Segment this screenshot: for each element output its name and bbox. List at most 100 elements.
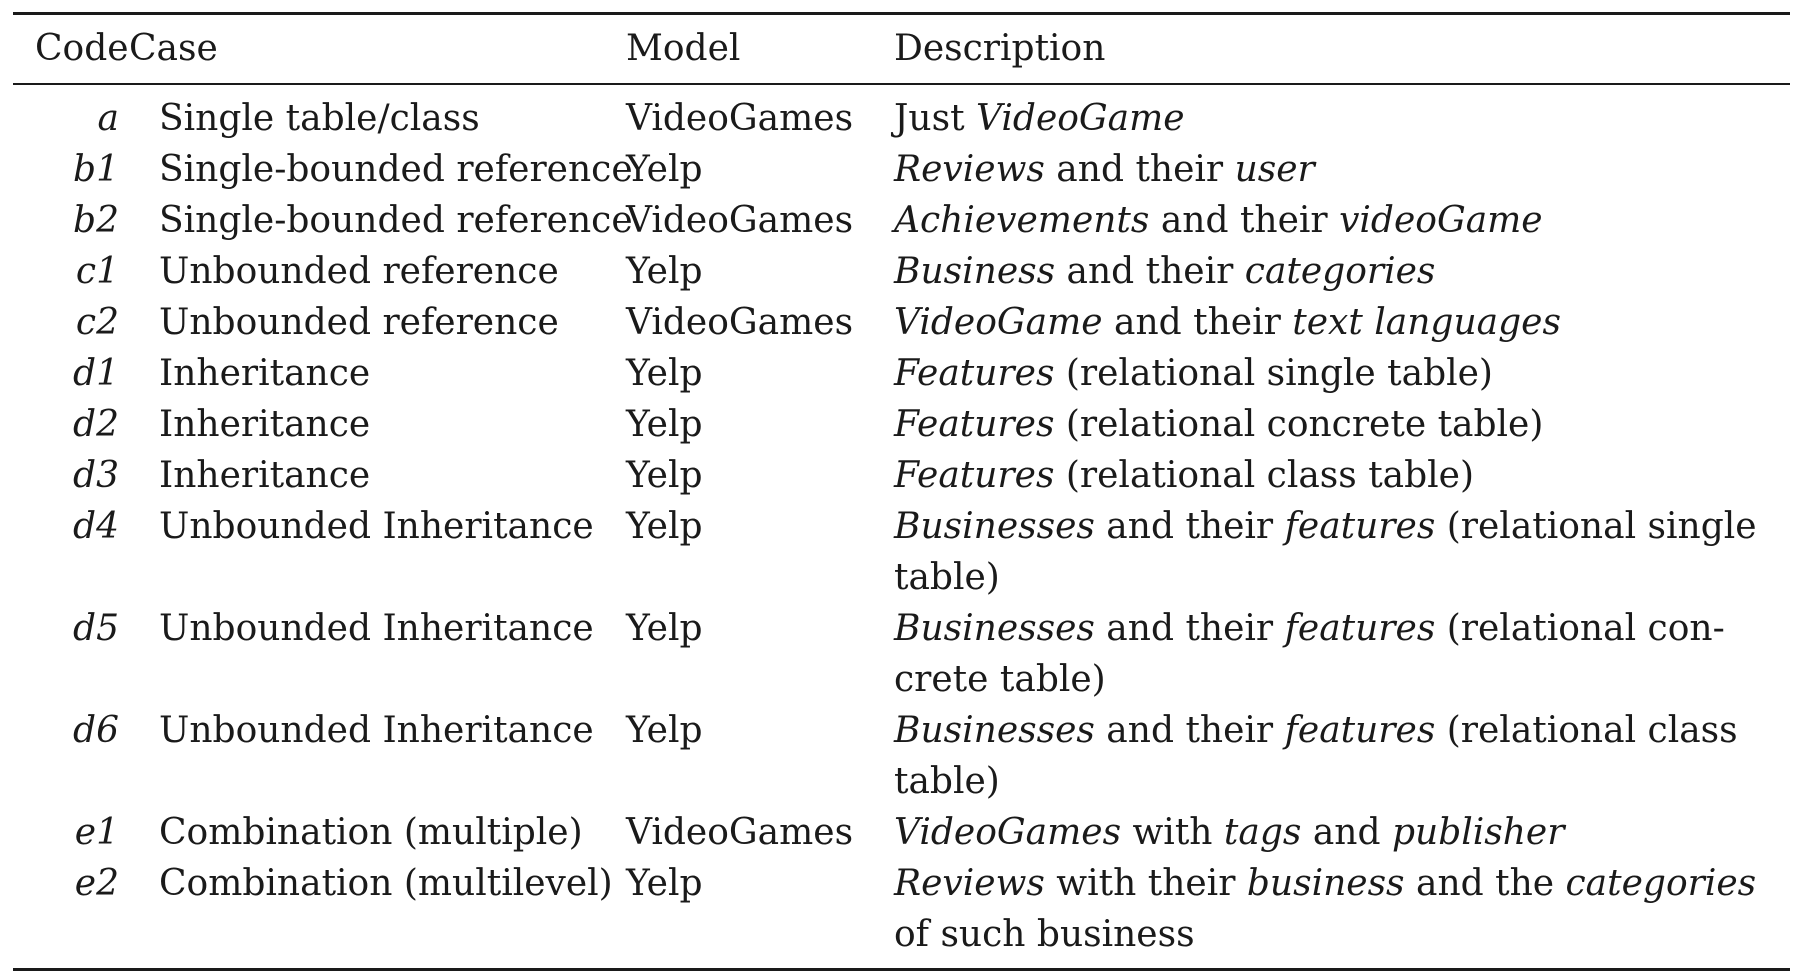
- description-segment: with: [1121, 812, 1224, 853]
- cell-model: Yelp: [626, 404, 703, 445]
- description-segment: features: [1284, 506, 1436, 547]
- description-segment: Reviews: [894, 863, 1045, 904]
- description-segment: Businesses: [894, 710, 1095, 751]
- cell-case: Unbounded reference: [159, 302, 559, 343]
- cell-case: Unbounded Inheritance: [159, 608, 594, 649]
- description-segment: and their: [1044, 149, 1235, 190]
- table-row: b2 Single-bounded reference VideoGames Achi…: [13, 195, 1790, 246]
- description-segment: Achievements: [894, 200, 1150, 241]
- table-body: a Single table/class VideoGames Just VideoG…: [13, 85, 1790, 968]
- top-rule: [13, 12, 1790, 15]
- description-segment: business: [1246, 863, 1405, 904]
- table-row: d5 Unbounded Inheritance Yelp Businesses an…: [13, 603, 1790, 705]
- description-segment: Features: [894, 455, 1055, 496]
- description-segment: Businesses: [894, 608, 1095, 649]
- cell-code: d1: [73, 353, 119, 394]
- cell-code: b1: [73, 149, 119, 190]
- description-segment: (relational concrete table): [1054, 404, 1544, 445]
- cell-case: Inheritance: [159, 455, 371, 496]
- cell-description: Businesses and their features (relationa…: [894, 603, 1790, 705]
- header-rule: [13, 83, 1790, 85]
- cell-code: d4: [73, 506, 119, 547]
- cell-model: Yelp: [626, 353, 703, 394]
- cell-description: Features (relational single table): [894, 348, 1790, 399]
- description-segment: features: [1284, 608, 1436, 649]
- header-case: Case: [129, 28, 218, 69]
- description-segment: Features: [894, 353, 1055, 394]
- description-segment: (relational class table): [894, 710, 1738, 802]
- cell-model: VideoGames: [626, 812, 854, 853]
- cell-case: Unbounded reference: [159, 251, 559, 292]
- description-segment: VideoGame: [976, 98, 1185, 139]
- description-segment: Reviews: [894, 149, 1045, 190]
- description-segment: features: [1284, 710, 1436, 751]
- table-body-wrap: a Single table/class VideoGames Just VideoG…: [13, 85, 1790, 968]
- cell-case: Inheritance: [159, 353, 371, 394]
- description-segment: and their: [1149, 200, 1340, 241]
- cell-description: Just VideoGame: [894, 85, 1790, 144]
- table: Code Case Model Description: [13, 15, 1790, 83]
- description-segment: (relational single table): [1054, 353, 1493, 394]
- cell-description: VideoGames with tags and publisher: [894, 807, 1790, 858]
- description-segment: and their: [1102, 302, 1293, 343]
- cell-case: Combination (multiple): [159, 812, 583, 853]
- cell-model: Yelp: [626, 710, 703, 751]
- table-row: c1 Unbounded reference Yelp Business and th…: [13, 246, 1790, 297]
- cell-case: Unbounded Inheritance: [159, 710, 594, 751]
- cell-case: Single table/class: [159, 98, 480, 139]
- cell-code: d2: [73, 404, 119, 445]
- description-segment: categories: [1244, 251, 1436, 292]
- cell-model: Yelp: [626, 455, 703, 496]
- header-row: Code Case Model Description: [13, 15, 1790, 83]
- description-segment: VideoGames: [894, 812, 1122, 853]
- cell-code: e1: [74, 812, 119, 853]
- cell-model: Yelp: [626, 506, 703, 547]
- description-segment: of such business: [894, 914, 1195, 955]
- description-segment: tags: [1223, 812, 1302, 853]
- description-segment: Businesses: [894, 506, 1095, 547]
- cell-description: Businesses and their features (relationa…: [894, 705, 1790, 807]
- cases-table: Code Case Model Description a Single tabl…: [13, 12, 1790, 971]
- table-row: e2 Combination (multilevel) Yelp Reviews wi…: [13, 858, 1790, 968]
- header-description: Description: [894, 28, 1106, 69]
- cell-description: Features (relational class table): [894, 450, 1790, 501]
- cell-description: Reviews with their business and the cate…: [894, 858, 1790, 968]
- description-segment: text languages: [1292, 302, 1561, 343]
- description-segment: Features: [894, 404, 1055, 445]
- cell-case: Inheritance: [159, 404, 371, 445]
- table-row: d4 Unbounded Inheritance Yelp Businesses an…: [13, 501, 1790, 603]
- cell-description: Business and their categories: [894, 246, 1790, 297]
- cell-code: b2: [73, 200, 119, 241]
- table-row: d3 Inheritance Yelp Features (relational cl…: [13, 450, 1790, 501]
- cell-model: VideoGames: [626, 302, 854, 343]
- cell-case: Single-bounded reference: [159, 200, 633, 241]
- description-segment: and their: [1094, 608, 1285, 649]
- description-segment: and their: [1094, 710, 1285, 751]
- cell-model: Yelp: [626, 608, 703, 649]
- description-segment: (relational class table): [1054, 455, 1475, 496]
- cell-model: Yelp: [626, 149, 703, 190]
- cell-description: VideoGame and their text languages: [894, 297, 1790, 348]
- description-segment: Just: [894, 98, 977, 139]
- description-segment: user: [1234, 149, 1315, 190]
- table-row: d2 Inheritance Yelp Features (relational co…: [13, 399, 1790, 450]
- cell-code: a: [97, 98, 119, 139]
- table-row: b1 Single-bounded reference Yelp Reviews an…: [13, 144, 1790, 195]
- header-code: Code: [35, 28, 129, 69]
- table-row: d1 Inheritance Yelp Features (relational si…: [13, 348, 1790, 399]
- cell-model: Yelp: [626, 251, 703, 292]
- cell-code: c2: [75, 302, 119, 343]
- cell-case: Combination (multilevel): [159, 863, 613, 904]
- cell-description: Achievements and their videoGame: [894, 195, 1790, 246]
- cell-code: d6: [73, 710, 119, 751]
- cell-description: Businesses and their features (relationa…: [894, 501, 1790, 603]
- description-segment: categories: [1565, 863, 1757, 904]
- description-segment: and their: [1055, 251, 1245, 292]
- header-model: Model: [626, 28, 741, 69]
- cell-case: Single-bounded reference: [159, 149, 633, 190]
- description-segment: with their: [1044, 863, 1247, 904]
- cell-description: Reviews and their user: [894, 144, 1790, 195]
- table-row: c2 Unbounded reference VideoGames VideoGame…: [13, 297, 1790, 348]
- cell-code: d3: [73, 455, 119, 496]
- bottom-rule: [13, 968, 1790, 971]
